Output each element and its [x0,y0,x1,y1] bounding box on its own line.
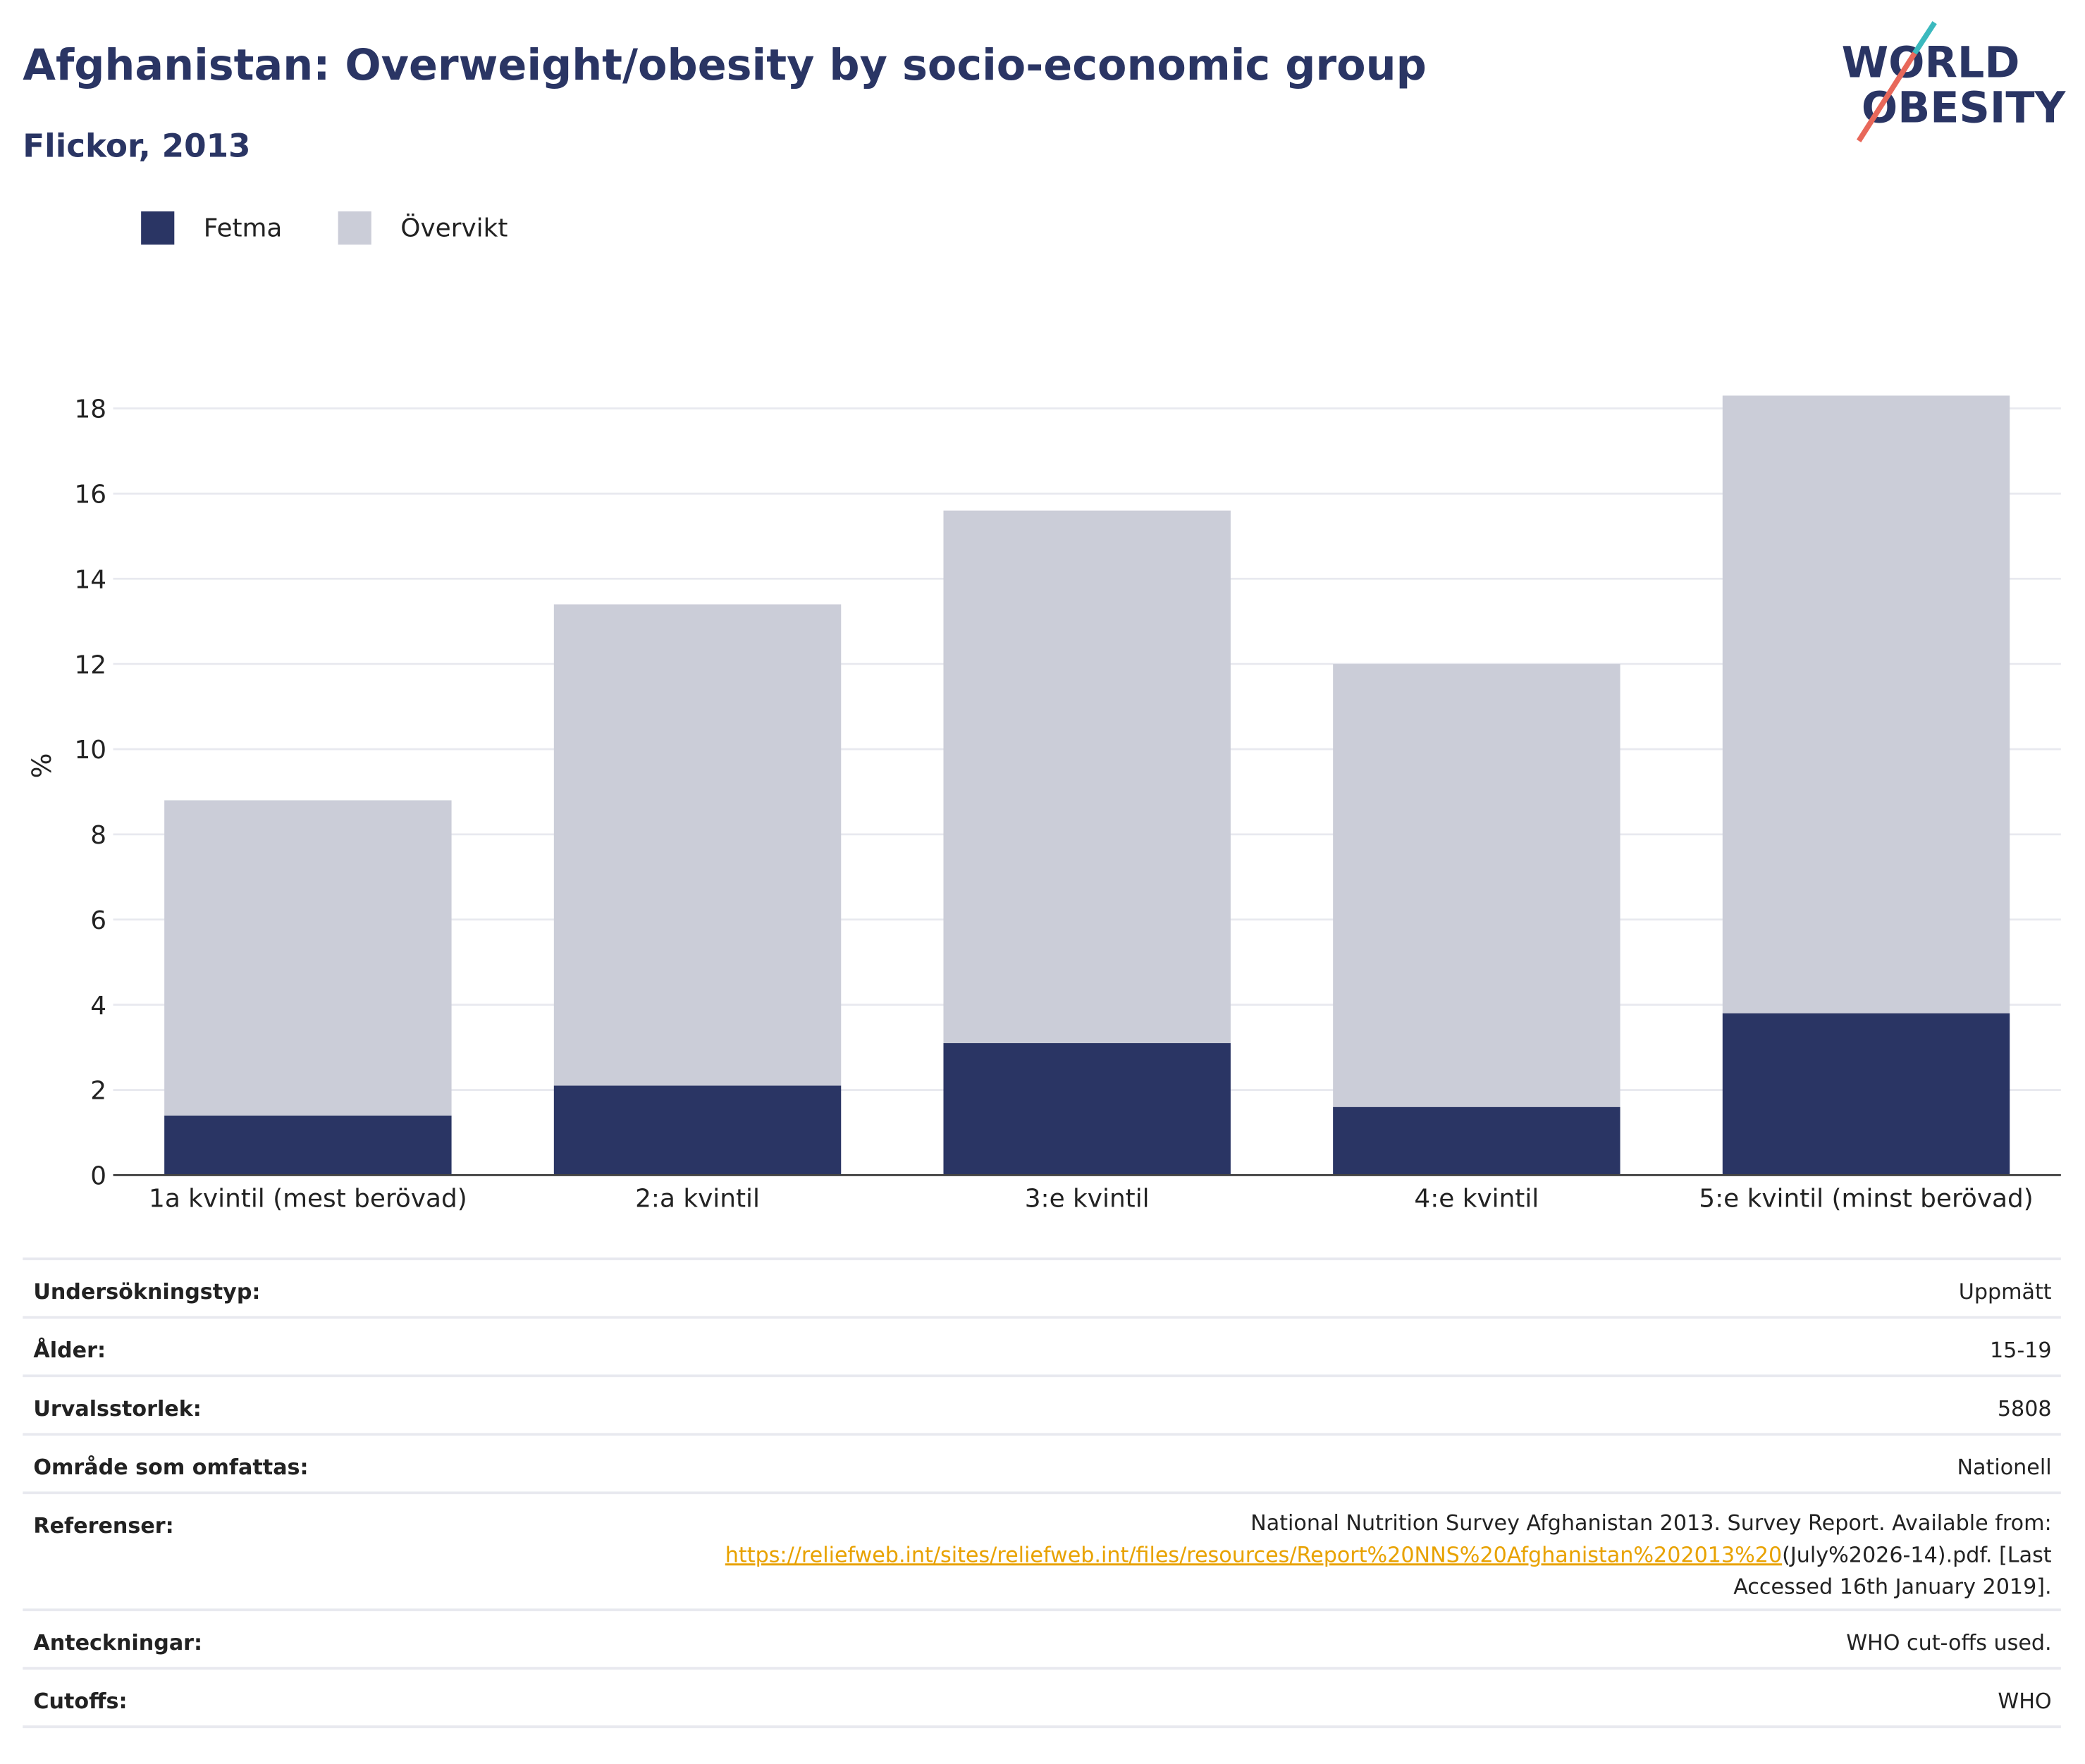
bar-segment [1722,1013,2010,1176]
logo-text: OBESITY [1862,84,2067,133]
detail-label: Undersökningstyp: [33,1280,260,1305]
bar-segment [164,800,452,1116]
x-tick-label: 1a kvintil (mest berövad) [149,1185,467,1214]
y-tick-label: 0 [90,1162,106,1191]
logo-slash [1856,51,1917,142]
detail-label: Cutoffs: [33,1689,127,1714]
bar-segment [943,510,1231,1044]
logo-slash [1912,21,1937,55]
legend-swatch [338,211,371,245]
legend-label: Övervikt [400,214,508,243]
bar-segment [1333,664,1620,1107]
x-tick-label: 4:e kvintil [1414,1185,1539,1214]
detail-value: National Nutrition Survey Afghanistan 20… [1250,1511,2051,1536]
legend-swatch [141,211,175,245]
y-tick-label: 10 [75,736,107,765]
logo-text: WORLD [1842,38,2020,87]
detail-value: https://reliefweb.int/sites/reliefweb.in… [725,1543,2052,1567]
reference-link[interactable]: https://reliefweb.int/sites/reliefweb.in… [725,1543,1782,1567]
logo: WORLD OBESITY [1842,21,2067,142]
bar-segment [164,1115,452,1176]
detail-value: Uppmätt [1959,1280,2052,1305]
detail-value: WHO [1998,1689,2051,1714]
y-tick-label: 16 [75,481,107,510]
detail-value: WHO cut-offs used. [1846,1631,2051,1655]
detail-label: Område som omfattas: [33,1455,308,1480]
y-tick-label: 6 [90,906,106,935]
detail-label: Referenser: [33,1514,173,1538]
detail-label: Ålder: [33,1337,106,1363]
x-tick-label: 3:e kvintil [1025,1185,1150,1214]
bar-segment [553,1085,842,1176]
bar-segment [553,604,842,1086]
y-tick-label: 12 [75,650,107,679]
detail-label: Anteckningar: [33,1631,202,1655]
y-axis-label: % [26,753,57,779]
chart-subtitle: Flickor, 2013 [23,128,250,165]
bar-segment [1722,395,2010,1013]
detail-value: 5808 [1998,1397,2052,1421]
y-tick-label: 2 [90,1077,106,1106]
detail-value: Accessed 16th January 2019]. [1733,1575,2051,1600]
bar-segment [1333,1106,1620,1176]
detail-value-part: (July%2026-14).pdf. [Last [1782,1543,2052,1567]
y-tick-label: 14 [75,565,107,594]
chart-title: Afghanistan: Overweight/obesity by socio… [23,41,1427,90]
y-tick-label: 18 [75,395,107,424]
x-tick-label: 2:a kvintil [635,1185,760,1214]
bar-segment [943,1043,1231,1176]
x-tick-label: 5:e kvintil (minst berövad) [1699,1185,2033,1214]
detail-value: Nationell [1957,1455,2052,1480]
legend-label: Fetma [204,214,283,243]
y-tick-label: 4 [90,992,106,1020]
detail-label: Urvalsstorlek: [33,1397,202,1421]
detail-value: 15-19 [1990,1338,2052,1363]
y-tick-label: 8 [90,821,106,850]
